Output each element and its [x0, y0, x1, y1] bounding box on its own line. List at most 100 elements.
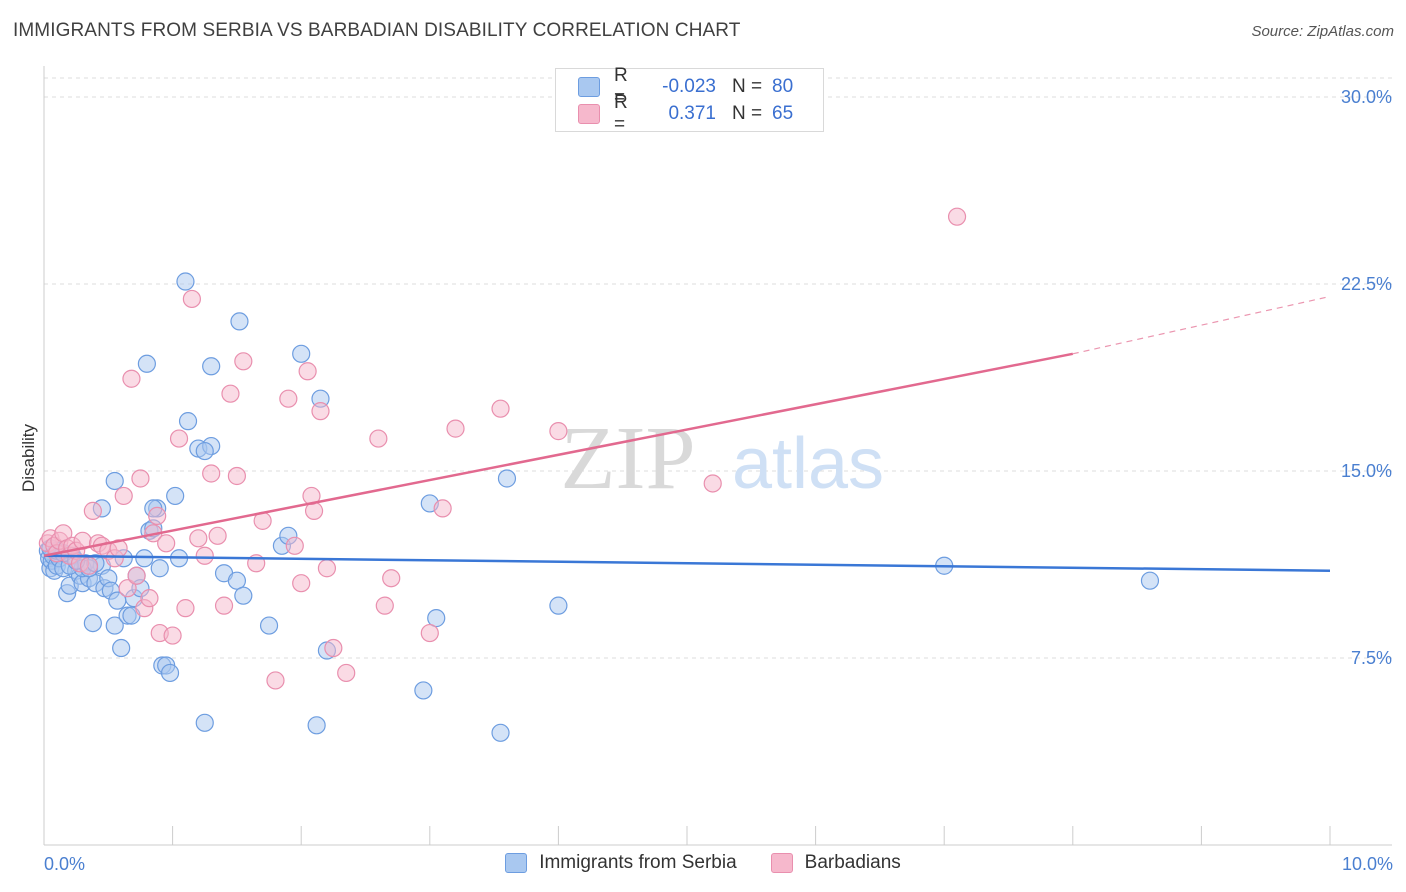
x-tick-label: 10.0%: [1342, 854, 1393, 874]
barbadian-point: [266, 671, 285, 690]
correlation-legend: R = -0.023 N = 80 R = 0.371 N = 65: [555, 65, 824, 135]
serbia-point: [414, 681, 433, 700]
y-axis-label: Disability: [19, 423, 38, 492]
serbia-point: [259, 616, 279, 635]
barbadian-point: [122, 369, 141, 388]
barbadian-point: [202, 464, 221, 483]
barbadian-point: [311, 402, 330, 421]
barbadian-point: [118, 579, 137, 598]
barbadian-point: [114, 486, 133, 506]
legend-swatch-pink: [578, 104, 600, 124]
legend-item-serbia[interactable]: Immigrants from Serbia: [505, 852, 737, 874]
legend-item-barbadians[interactable]: Barbadians: [770, 852, 901, 874]
barbadian-point: [157, 534, 176, 553]
serbia-point: [135, 549, 154, 568]
source-label: Source: ZipAtlas.com: [1251, 23, 1394, 40]
barbadian-point: [317, 559, 337, 578]
serbia-point: [497, 469, 517, 488]
serbia-point: [105, 471, 124, 491]
legend-n-value: 80: [772, 76, 794, 97]
barbadian-point: [324, 638, 343, 658]
serbia-point: [160, 663, 180, 683]
y-tick-label: 7.5%: [1351, 648, 1392, 668]
barbadian-point: [337, 663, 356, 683]
serbia-point: [112, 638, 131, 658]
axes: [43, 66, 1392, 846]
serbia-point: [137, 354, 156, 373]
barbadian-point: [234, 352, 253, 371]
legend-r-value: -0.023: [662, 76, 716, 97]
barbadian-point: [279, 389, 298, 408]
legend-label-barbadians: Barbadians: [804, 852, 901, 873]
y-tick-label: 15.0%: [1341, 461, 1392, 481]
serbia-point: [427, 609, 446, 628]
barbadian-point: [148, 506, 167, 525]
y-tick-label: 30.0%: [1341, 87, 1392, 107]
barbadian-point: [189, 529, 208, 548]
legend-n-value: 65: [772, 103, 794, 124]
barbadian-point: [127, 566, 146, 585]
data-points: [38, 207, 1160, 742]
barbadian-point: [382, 569, 401, 588]
barbadian-point: [947, 207, 967, 226]
legend-r-value: 0.371: [668, 103, 716, 124]
barbadian-point: [169, 429, 189, 448]
serbia-point: [195, 441, 214, 461]
serbia-point: [292, 344, 311, 363]
barbadian-point: [369, 429, 388, 448]
legend-n-label: N =: [732, 76, 763, 97]
x-tick-label: 0.0%: [44, 854, 85, 874]
serbia-trend-line: [43, 554, 1331, 572]
serbia-point: [230, 312, 249, 331]
barbadian-point: [375, 596, 394, 615]
barbadian-point: [176, 599, 195, 618]
legend-r-label: R =: [614, 65, 628, 108]
serbia-point: [178, 412, 198, 431]
barbadian-point: [214, 596, 234, 615]
barbadian-point: [83, 501, 102, 520]
legend-swatch-blue: [505, 853, 528, 873]
barbadian-point: [221, 384, 240, 403]
barbadian-point: [140, 589, 159, 608]
legend-n-label: N =: [732, 103, 763, 124]
barbadian-point: [292, 574, 311, 593]
serbia-point: [150, 559, 169, 578]
serbia-point: [176, 272, 195, 291]
tick-labels: 7.5% 15.0% 22.5% 30.0% 0.0% 10.0%: [44, 87, 1393, 874]
legend-row-serbia: R = -0.023 N = 80: [578, 65, 794, 108]
legend-swatch-pink: [770, 853, 793, 873]
serbia-point: [1140, 571, 1160, 590]
watermark-zip: ZIP: [561, 409, 696, 508]
barbadian-point: [227, 466, 246, 486]
barbadian-trend-line: [43, 352, 1074, 557]
legend-row-barbadians: R = 0.371 N = 65: [578, 92, 794, 135]
chart-title: IMMIGRANTS FROM SERBIA VS BARBADIAN DISA…: [13, 20, 741, 41]
series-legend: Immigrants from Serbia Barbadians: [0, 852, 1406, 874]
legend-swatch-blue: [578, 77, 600, 97]
barbadian-point: [195, 546, 214, 565]
barbadian-point: [433, 499, 452, 518]
serbia-point: [202, 357, 221, 376]
legend-label-serbia: Immigrants from Serbia: [539, 852, 737, 873]
barbadian-point: [703, 474, 722, 493]
legend-r-label: R =: [614, 92, 628, 135]
barbadian-point: [79, 556, 99, 575]
serbia-point: [549, 596, 568, 615]
barbadian-point: [163, 626, 182, 645]
serbia-point: [166, 486, 185, 506]
barbadian-point: [131, 469, 150, 488]
barbadian-point: [549, 422, 568, 441]
barbadian-point: [298, 362, 317, 381]
serbia-point: [491, 723, 510, 742]
trend-lines: [43, 295, 1331, 572]
serbia-point: [307, 716, 326, 735]
barbadian-point: [182, 289, 201, 309]
barbadian-point: [446, 419, 465, 438]
barbadian-point: [491, 399, 510, 418]
serbia-point: [227, 571, 246, 590]
serbia-point: [83, 613, 102, 633]
y-tick-label: 22.5%: [1341, 274, 1392, 294]
barbadian-point: [420, 623, 439, 643]
barbadian-point: [208, 526, 227, 545]
